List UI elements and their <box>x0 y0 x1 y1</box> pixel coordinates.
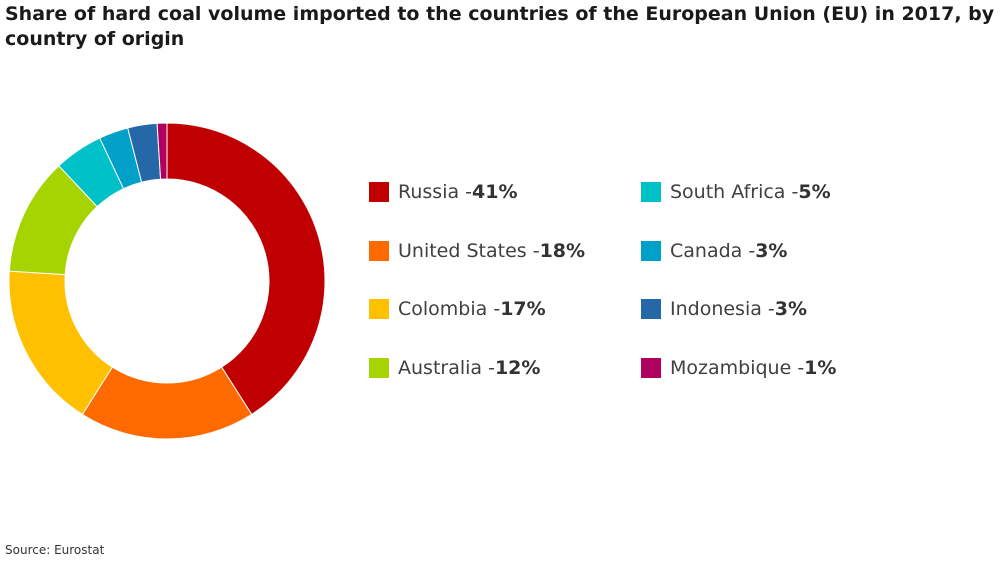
legend-item-colombia: Colombia - 17% <box>369 297 546 321</box>
legend-swatch <box>641 182 661 202</box>
legend-item-australia: Australia - 12% <box>369 356 540 380</box>
legend-item-mozambique: Mozambique - 1% <box>641 356 836 380</box>
legend-value: 3% <box>774 298 808 320</box>
slice-mozambique <box>156 122 168 180</box>
legend-item-indonesia: Indonesia - 3% <box>641 297 807 321</box>
slice-russia <box>166 122 326 416</box>
legend-label: Indonesia - <box>670 298 775 320</box>
chart-legend: Russia - 41% United States - 18% Colombia … <box>369 180 989 400</box>
legend-swatch <box>641 240 661 261</box>
legend-label: South Africa - <box>670 181 799 203</box>
legend-label: United States - <box>398 239 540 262</box>
legend-item-russia: Russia - 41% <box>369 180 518 204</box>
legend-item-canada: Canada - 3% <box>641 239 787 263</box>
legend-label: Canada - <box>670 239 756 262</box>
legend-swatch <box>369 357 389 378</box>
legend-label: Russia - <box>398 181 473 203</box>
legend-value: 18% <box>539 239 586 262</box>
donut-slices <box>8 122 326 440</box>
legend-value: 1% <box>804 356 837 379</box>
legend-value: 41% <box>472 181 518 203</box>
legend-value: 3% <box>755 239 788 262</box>
legend-value: 17% <box>500 298 546 320</box>
legend-swatch <box>641 357 661 378</box>
legend-swatch <box>641 299 661 319</box>
slice-united-states <box>81 366 253 440</box>
legend-label: Colombia - <box>398 298 501 320</box>
legend-swatch <box>369 299 389 319</box>
legend-item-south-africa: South Africa - 5% <box>641 180 831 204</box>
legend-value: 5% <box>798 181 831 203</box>
legend-item-united-states: United States - 18% <box>369 239 585 263</box>
legend-label: Mozambique - <box>670 356 805 379</box>
legend-swatch <box>369 182 389 202</box>
legend-label: Australia - <box>398 356 495 379</box>
legend-value: 12% <box>494 356 541 379</box>
chart-title: Share of hard coal volume imported to th… <box>5 3 995 50</box>
legend-swatch <box>369 240 389 261</box>
source-note: Source: Eurostat <box>5 543 105 557</box>
